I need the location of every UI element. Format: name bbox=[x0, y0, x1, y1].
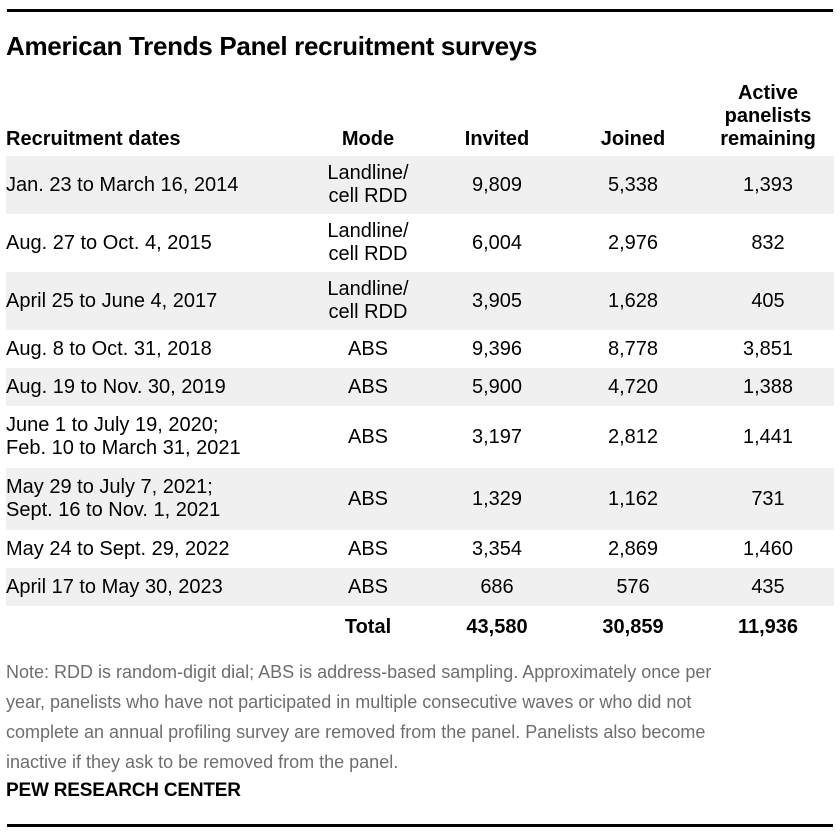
dates-cell: May 24 to Sept. 29, 2022 bbox=[6, 537, 230, 560]
joined-cell: 1,628 bbox=[607, 289, 659, 312]
table-row: June 1 to July 19, 2020; Feb. 10 to Marc… bbox=[6, 406, 834, 468]
column-header-recruitment-dates: Recruitment dates bbox=[6, 128, 181, 150]
active-cell: 435 bbox=[751, 575, 785, 598]
joined-cell: 2,812 bbox=[607, 425, 659, 448]
table-row: Aug. 8 to Oct. 31, 2018 ABS 9,396 8,778 … bbox=[6, 330, 834, 368]
mode-cell: ABS bbox=[347, 375, 389, 398]
source-attribution: PEW RESEARCH CENTER bbox=[6, 780, 241, 801]
total-label: Total bbox=[344, 615, 392, 638]
mode-cell: Landline/ cell RDD bbox=[327, 162, 409, 207]
table-row: April 25 to June 4, 2017 Landline/ cell … bbox=[6, 272, 834, 330]
invited-cell: 3,354 bbox=[471, 537, 523, 560]
dates-cell: April 17 to May 30, 2023 bbox=[6, 575, 223, 598]
bottom-rule bbox=[7, 824, 833, 827]
active-cell: 3,851 bbox=[742, 337, 794, 360]
recruitment-table: Recruitment dates Mode Invited Joined Ac… bbox=[6, 82, 834, 648]
joined-cell: 4,720 bbox=[607, 375, 659, 398]
dates-cell: Jan. 23 to March 16, 2014 bbox=[6, 173, 239, 196]
total-joined: 30,859 bbox=[602, 615, 664, 638]
table-row: Jan. 23 to March 16, 2014 Landline/ cell… bbox=[6, 156, 834, 214]
active-cell: 1,460 bbox=[742, 537, 794, 560]
table-row: Aug. 27 to Oct. 4, 2015 Landline/ cell R… bbox=[6, 214, 834, 272]
table-row: May 29 to July 7, 2021; Sept. 16 to Nov.… bbox=[6, 468, 834, 530]
total-active: 11,936 bbox=[737, 615, 799, 638]
footnote-line: year, panelists who have not participate… bbox=[6, 692, 692, 712]
table-row: Aug. 19 to Nov. 30, 2019 ABS 5,900 4,720… bbox=[6, 368, 834, 406]
footnote: Note: RDD is random-digit dial; ABS is a… bbox=[6, 657, 816, 777]
invited-cell: 5,900 bbox=[471, 375, 523, 398]
joined-cell: 2,976 bbox=[607, 231, 659, 254]
dates-cell: Aug. 27 to Oct. 4, 2015 bbox=[6, 231, 212, 254]
column-header-joined: Joined bbox=[600, 128, 666, 150]
invited-cell: 9,809 bbox=[471, 173, 523, 196]
dates-cell: June 1 to July 19, 2020; Feb. 10 to Marc… bbox=[6, 414, 241, 459]
dates-cell: May 29 to July 7, 2021; Sept. 16 to Nov.… bbox=[6, 476, 221, 521]
mode-cell: ABS bbox=[347, 337, 389, 360]
dates-cell: Aug. 8 to Oct. 31, 2018 bbox=[6, 337, 212, 360]
mode-cell: ABS bbox=[347, 575, 389, 598]
dates-cell: April 25 to June 4, 2017 bbox=[6, 289, 218, 312]
mode-cell: Landline/ cell RDD bbox=[327, 220, 409, 265]
invited-cell: 1,329 bbox=[471, 487, 523, 510]
column-header-invited: Invited bbox=[464, 128, 530, 150]
dates-cell-empty bbox=[6, 606, 306, 648]
table-row: April 17 to May 30, 2023 ABS 686 576 435 bbox=[6, 568, 834, 606]
invited-cell: 3,905 bbox=[471, 289, 523, 312]
dates-cell: Aug. 19 to Nov. 30, 2019 bbox=[6, 375, 226, 398]
active-cell: 1,441 bbox=[742, 425, 794, 448]
column-header-mode: Mode bbox=[341, 128, 395, 150]
mode-cell: Landline/ cell RDD bbox=[327, 278, 409, 323]
active-cell: 1,393 bbox=[742, 173, 794, 196]
column-header-active-panelists: Active panelists remaining bbox=[720, 82, 816, 150]
footnote-line: inactive if they ask to be removed from … bbox=[6, 752, 399, 772]
active-cell: 731 bbox=[751, 487, 785, 510]
mode-cell: ABS bbox=[347, 425, 389, 448]
joined-cell: 1,162 bbox=[607, 487, 659, 510]
joined-cell: 2,869 bbox=[607, 537, 659, 560]
invited-cell: 3,197 bbox=[471, 425, 523, 448]
invited-cell: 686 bbox=[480, 575, 514, 598]
table-header: Recruitment dates Mode Invited Joined Ac… bbox=[6, 82, 834, 156]
joined-cell: 8,778 bbox=[607, 337, 659, 360]
total-invited: 43,580 bbox=[466, 615, 528, 638]
footnote-line: Note: RDD is random-digit dial; ABS is a… bbox=[6, 662, 712, 682]
active-cell: 1,388 bbox=[742, 375, 794, 398]
page-title: American Trends Panel recruitment survey… bbox=[6, 31, 538, 61]
top-rule bbox=[7, 9, 833, 12]
active-cell: 832 bbox=[751, 231, 785, 254]
table-row: May 24 to Sept. 29, 2022 ABS 3,354 2,869… bbox=[6, 530, 834, 568]
joined-cell: 5,338 bbox=[607, 173, 659, 196]
mode-cell: ABS bbox=[347, 537, 389, 560]
mode-cell: ABS bbox=[347, 487, 389, 510]
active-cell: 405 bbox=[751, 289, 785, 312]
footnote-line: complete an annual profiling survey are … bbox=[6, 722, 706, 742]
invited-cell: 9,396 bbox=[471, 337, 523, 360]
joined-cell: 576 bbox=[616, 575, 650, 598]
invited-cell: 6,004 bbox=[471, 231, 523, 254]
table-total-row: Total 43,580 30,859 11,936 bbox=[6, 606, 834, 648]
